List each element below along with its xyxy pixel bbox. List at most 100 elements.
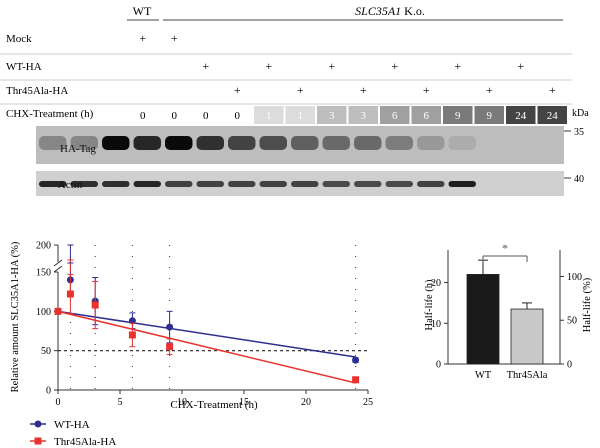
ha-band [102, 136, 130, 150]
chx-time-label: 9 [487, 110, 493, 122]
wt-data-point [128, 317, 136, 325]
actin-band [354, 181, 382, 187]
chx-time-cell [348, 106, 378, 124]
actin-band [291, 181, 319, 187]
wt-data-point [352, 356, 360, 364]
thr45ala-ha-plus: + [297, 83, 304, 97]
halflife-bar-thr45ala [510, 308, 544, 365]
ha-tag-label: HA-Tag [60, 143, 96, 155]
mock-plus: + [171, 31, 178, 45]
decay-y-tick-label: 0 [46, 386, 51, 397]
chx-time-label: 0 [140, 110, 146, 122]
marker-40-label: 40 [574, 174, 584, 185]
decay-axes: 0 5 10 15 20 25 0 50 100 150 200 [36, 241, 373, 409]
chx-time-cell [159, 106, 189, 124]
ha-band [165, 136, 193, 150]
decay-x-tick-label: 25 [363, 397, 373, 408]
halflife-category-label: Thr45Ala [507, 370, 548, 381]
chx-time-label: 0 [172, 110, 178, 122]
wt-ha-plus: + [391, 59, 398, 73]
bar-y-tick-label-left: 20 [431, 278, 441, 289]
legend-thr-label: Thr45Ala-HA [54, 436, 116, 448]
decay-x-tick-label: 10 [177, 397, 187, 408]
actin-band [165, 181, 193, 187]
thr45ala-ha-plus: + [549, 83, 556, 97]
thr45ala-ha-plus: + [423, 83, 430, 97]
chx-time-cell [506, 106, 536, 124]
actin-band [102, 181, 130, 187]
chx-time-label: 9 [455, 110, 461, 122]
chx-time-label: 6 [392, 110, 398, 122]
chx-time-cell [128, 106, 158, 124]
halflife-chart: Half-life (h) Half-life (%) 01020050100 … [424, 241, 593, 381]
decay-x-tick-label: 15 [239, 397, 249, 408]
halflife-ylabel-left: Half-life (h) [424, 279, 435, 331]
chx-time-label: 0 [203, 110, 209, 122]
chx-time-cell [317, 106, 347, 124]
blot-gels: HA-Tag Actin kDa 35 40 [36, 108, 589, 196]
bar-y-tick-label-right: 0 [567, 360, 572, 371]
wt-ha-plus: + [454, 59, 461, 73]
ha-band [291, 136, 319, 150]
marker-35-label: 35 [574, 127, 584, 138]
mock-plus: + [139, 31, 146, 45]
bar-y-tick-label-left: 10 [431, 319, 441, 330]
blot-header: WT SLC35A1 K.o. Mock WT-HA Thr45Ala-HA C… [0, 4, 572, 124]
decay-x-tick-label: 0 [56, 397, 61, 408]
halflife-bar-wt [466, 274, 500, 365]
legend-wt-label: WT-HA [54, 419, 90, 431]
row-label-chx-treatment: CHX-Treatment (h) [6, 108, 94, 120]
ha-bands [39, 136, 476, 150]
thr-data-point [166, 343, 174, 351]
thr-fit-line [57, 310, 356, 384]
chx-time-cell [474, 106, 504, 124]
actin-label: Actin [58, 179, 83, 191]
thr-data-point [128, 331, 136, 339]
actin-band [133, 181, 161, 187]
row-label-thr45ala-ha: Thr45Ala-HA [6, 85, 68, 97]
chx-time-cell [411, 106, 441, 124]
decay-xlabel: CHX-Treatment (h) [170, 399, 258, 411]
chx-time-cell [285, 106, 315, 124]
decay-y-tick-label: 50 [41, 346, 51, 357]
ha-band [133, 136, 161, 150]
ha-band [322, 136, 350, 150]
decay-ylabel: Relative amount SLC35A1-HA (%) [10, 241, 21, 392]
actin-band [417, 181, 445, 187]
decay-chart: Relative amount SLC35A1-HA (%) CHX-Treat… [10, 241, 373, 412]
bar-y-tick-label-right: 50 [567, 316, 577, 327]
wt-ha-plus: + [517, 59, 524, 73]
ha-band [70, 136, 98, 150]
bar-axes: 0 10 20 0 50 100 [431, 250, 582, 371]
actin-band [385, 181, 413, 187]
ha-band [259, 136, 287, 150]
kda-label: kDa [572, 108, 589, 119]
decay-legend: WT-HA Thr45Ala-HA [30, 419, 116, 448]
actin-band [228, 181, 256, 187]
chx-time-cell [222, 106, 252, 124]
wt-ha-plus: + [202, 59, 209, 73]
ko-gene-name: SLC35A1 [355, 4, 401, 18]
actin-band [448, 181, 476, 187]
chx-time-cell [380, 106, 410, 124]
chx-time-cell [443, 106, 473, 124]
ha-band [228, 136, 256, 150]
halflife-category-label: WT [475, 370, 492, 381]
halflife-ylabel-right: Half-life (%) [582, 277, 593, 332]
row-label-mock: Mock [6, 33, 32, 45]
chx-time-label: 1 [298, 110, 304, 122]
decay-y-tick-label: 150 [36, 268, 51, 279]
wt-data-point [166, 323, 174, 331]
thr-data-point [66, 290, 74, 298]
chx-time-label: 3 [361, 110, 367, 122]
ha-band [39, 136, 67, 150]
decay-marks [54, 244, 360, 384]
actin-band [196, 181, 224, 187]
chx-time-label: 24 [547, 110, 559, 122]
decay-x-tick-label: 5 [118, 397, 123, 408]
chx-time-label: 0 [235, 110, 241, 122]
chx-time-cell [254, 106, 284, 124]
thr-data-point [54, 307, 62, 315]
lane-cells: +0 +0 +0 +0 +1 +1 +3 +3 +6 +6 +9 +9 +24 +24 [128, 31, 567, 124]
